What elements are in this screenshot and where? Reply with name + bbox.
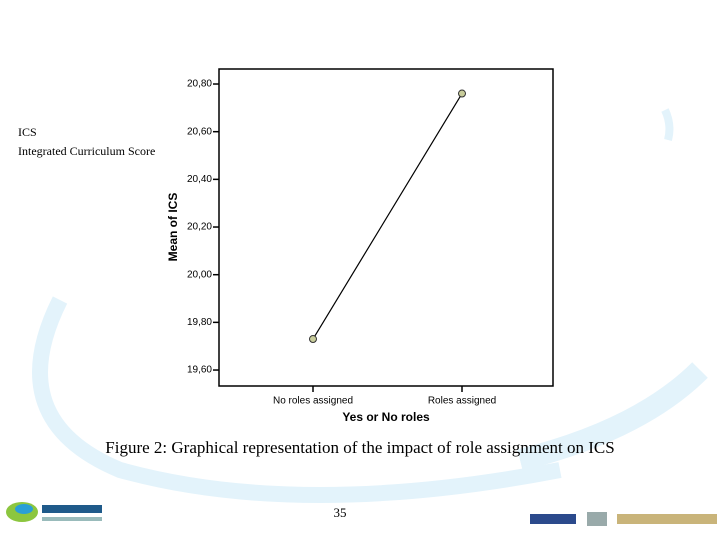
right-logo bbox=[530, 512, 717, 526]
y-tick-label: 20,60 bbox=[187, 126, 212, 137]
decor-arc bbox=[32, 296, 562, 503]
logo-shape bbox=[42, 517, 102, 521]
y-axis-label: Mean of ICS bbox=[166, 193, 180, 262]
x-axis-label: Yes or No roles bbox=[342, 410, 430, 424]
page-number: 35 bbox=[334, 505, 347, 520]
y-tick-label: 20,00 bbox=[187, 269, 212, 280]
side-note: ICS bbox=[18, 125, 37, 139]
left-logo bbox=[6, 502, 102, 522]
logo-shape bbox=[42, 505, 102, 513]
line bbox=[312, 93, 463, 340]
logo-shape bbox=[530, 514, 576, 524]
y-tick-label: 20,20 bbox=[187, 222, 212, 233]
y-tick-label: 20,40 bbox=[187, 174, 212, 185]
side-note: Integrated Curriculum Score bbox=[18, 144, 155, 158]
logo-shape bbox=[587, 512, 607, 526]
caption: Figure 2: Graphical representation of th… bbox=[105, 438, 614, 457]
y-tick-label: 20,80 bbox=[187, 79, 212, 90]
point bbox=[309, 335, 317, 344]
y-tick-label: 19,80 bbox=[187, 317, 212, 328]
plot-frame bbox=[218, 68, 554, 387]
decor-arc bbox=[661, 108, 674, 142]
point bbox=[458, 89, 466, 98]
logo-shape bbox=[617, 514, 717, 524]
x-tick-label: No roles assigned bbox=[273, 396, 353, 407]
logo-shape bbox=[15, 504, 33, 514]
y-tick-label: 19,60 bbox=[187, 365, 212, 376]
x-tick-label: Roles assigned bbox=[428, 396, 496, 407]
decor-arc bbox=[517, 362, 708, 471]
background-decor bbox=[32, 108, 708, 503]
